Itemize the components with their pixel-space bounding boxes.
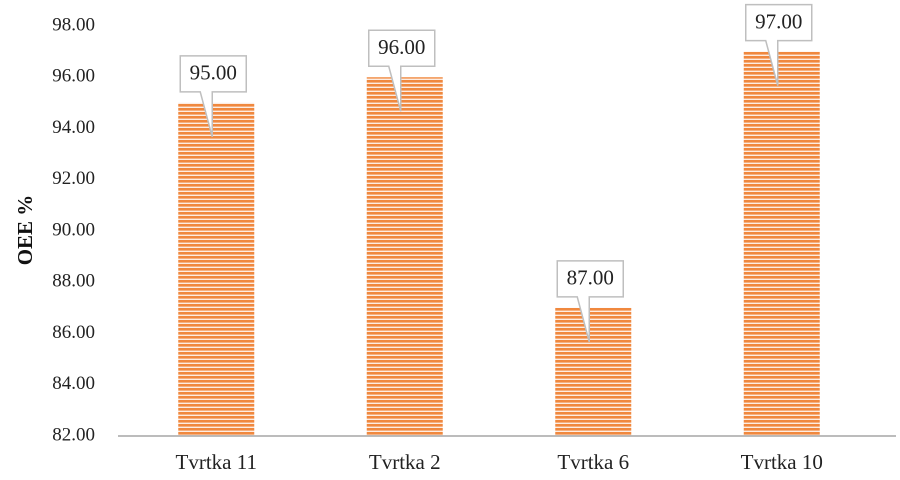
data-label: 96.00 xyxy=(378,35,425,59)
data-label: 97.00 xyxy=(755,9,802,33)
y-axis-ticks: 82.00 84.00 86.00 88.00 90.00 92.00 94.00 96.00… xyxy=(52,14,95,445)
x-tick-label: Tvrtka 11 xyxy=(176,450,257,474)
x-axis-ticks: Tvrtka 11 Tvrtka 2 Tvrtka 6 Tvrtka 10 xyxy=(176,450,823,474)
y-tick-label: 90.00 xyxy=(52,219,95,240)
x-tick-label: Tvrtka 2 xyxy=(369,450,441,474)
data-labels: 95.00 96.00 87.00 97.00 xyxy=(179,3,813,343)
data-label: 87.00 xyxy=(567,266,614,290)
y-tick-label: 88.00 xyxy=(52,271,95,292)
bars xyxy=(178,51,820,436)
data-label-callout xyxy=(745,3,813,86)
bar xyxy=(178,102,255,436)
y-tick-label: 86.00 xyxy=(52,322,95,343)
data-label-callout xyxy=(556,260,624,343)
y-tick-label: 96.00 xyxy=(52,66,95,87)
data-label: 95.00 xyxy=(190,61,237,85)
x-tick-label: Tvrtka 6 xyxy=(557,450,629,474)
y-tick-label: 92.00 xyxy=(52,168,95,189)
y-tick-label: 98.00 xyxy=(52,14,95,35)
bar xyxy=(366,77,443,436)
y-axis-label: OEE % xyxy=(13,195,37,266)
data-label-callout xyxy=(179,55,247,138)
data-label-callout xyxy=(368,29,436,112)
bar xyxy=(555,307,632,436)
y-tick-label: 94.00 xyxy=(52,117,95,138)
x-tick-label: Tvrtka 10 xyxy=(741,450,823,474)
bar xyxy=(743,51,820,436)
y-tick-label: 84.00 xyxy=(52,373,95,394)
y-tick-label: 82.00 xyxy=(52,424,95,445)
